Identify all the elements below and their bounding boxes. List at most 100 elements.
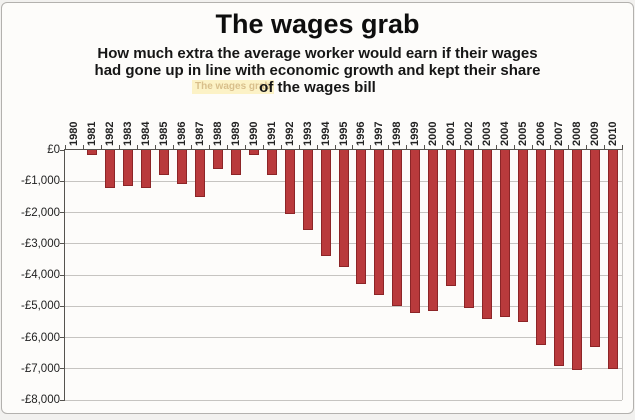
x-axis-tick [532,145,534,150]
x-axis-label-2010: 2010 [607,121,620,146]
plot-right-border [622,150,623,400]
bar-1987 [194,150,205,197]
y-axis-label: £0 [47,144,60,156]
y-axis-label: -£5,000 [20,300,60,313]
x-axis-label-1996: 1996 [355,121,368,146]
x-axis-label-2008: 2008 [571,121,584,146]
x-axis-label-2003: 2003 [481,121,494,146]
y-axis-tick [60,274,65,276]
y-axis-label: -£4,000 [20,269,60,281]
y-axis-tick [60,212,65,213]
bar-1993 [302,150,313,230]
bar-1992 [284,150,295,215]
bar-1996 [356,150,367,285]
x-axis-label-2002: 2002 [463,121,476,146]
x-axis-tick [100,145,102,150]
x-axis-label-1992: 1992 [283,121,296,146]
x-axis-tick [514,145,516,150]
gridline--£7,000 [65,368,622,370]
y-axis-tick [60,243,65,245]
x-axis-tick [550,145,552,150]
x-axis-tick [82,145,84,150]
x-axis-label-1990: 1990 [247,121,260,146]
x-axis-tick [568,145,570,150]
x-axis-label-2000: 2000 [427,121,440,146]
x-axis-label-2007: 2007 [553,121,566,146]
x-axis-tick [65,145,66,150]
bar-1990 [248,150,259,155]
bar-2008 [572,150,583,371]
chart-title: The wages grab [215,9,420,39]
zero-axis-line [64,149,623,150]
x-axis-tick [370,145,372,150]
x-axis-tick [154,145,156,150]
watermark: The wages grab [192,80,274,94]
y-axis-tick [60,399,65,401]
bar-1983 [122,150,133,186]
y-axis-label: -£7,000 [20,362,60,375]
gridline--£6,000 [65,337,622,338]
y-axis-label: -£3,000 [20,237,60,250]
x-axis-label-1982: 1982 [103,121,116,146]
x-axis-tick [496,145,498,150]
x-axis-label-1993: 1993 [301,121,314,146]
x-axis-tick [172,145,174,150]
y-axis-label: -£8,000 [20,394,60,406]
x-axis-tick [352,145,354,150]
bar-2000 [428,150,439,311]
x-axis-tick [262,145,264,150]
x-axis-label-2009: 2009 [589,121,602,146]
bar-1997 [374,150,385,296]
x-axis-tick [460,145,462,150]
x-axis-label-1983: 1983 [121,121,134,146]
chart-frame [1,2,634,414]
x-axis-tick [604,145,606,150]
bar-1991 [266,150,277,175]
bar-2001 [446,150,457,286]
bar-1989 [230,150,241,175]
x-axis-tick [622,145,623,150]
x-axis-tick [424,145,426,150]
x-axis-tick [208,145,210,150]
subtitle-line-2: had gone up in line with economic growth… [94,62,541,79]
x-axis-label-1994: 1994 [319,121,332,146]
x-axis-label-1986: 1986 [175,121,188,146]
chart-subtitle: How much extra the average worker would … [0,45,635,96]
x-axis-tick [442,145,444,150]
x-axis-tick [388,145,390,150]
x-axis-tick [334,145,336,150]
x-axis-label-1995: 1995 [337,121,350,146]
x-axis-tick [190,145,192,150]
gridline--£8,000 [65,399,622,401]
y-axis-tick [60,368,65,370]
subtitle-line-1: How much extra the average worker would … [97,45,538,62]
x-axis-tick [244,145,246,150]
x-axis-tick [280,145,282,150]
bar-2002 [464,150,475,308]
x-axis-tick [406,145,408,150]
x-axis-label-1981: 1981 [85,121,98,146]
y-axis-tick [60,180,65,182]
x-axis-tick [226,145,228,150]
bar-1988 [212,150,223,169]
bar-1999 [410,150,421,313]
bar-2005 [518,150,529,322]
y-axis-label: -£2,000 [20,206,60,219]
x-axis-tick [478,145,480,150]
x-axis-label-1984: 1984 [139,121,152,146]
x-axis-label-1999: 1999 [409,121,422,146]
y-axis-label: -£1,000 [20,175,60,188]
x-axis-label-1997: 1997 [373,121,386,146]
x-axis-label-1987: 1987 [193,121,206,146]
bar-2010 [608,150,619,369]
bar-1994 [320,150,331,257]
bar-2006 [536,150,547,346]
x-axis-label-2001: 2001 [445,121,458,146]
bar-2007 [554,150,565,366]
y-axis-label: -£6,000 [20,331,60,344]
y-axis-line [64,150,65,401]
bar-1985 [158,150,169,175]
x-axis-label-2006: 2006 [535,121,548,146]
y-axis-tick [60,337,65,338]
